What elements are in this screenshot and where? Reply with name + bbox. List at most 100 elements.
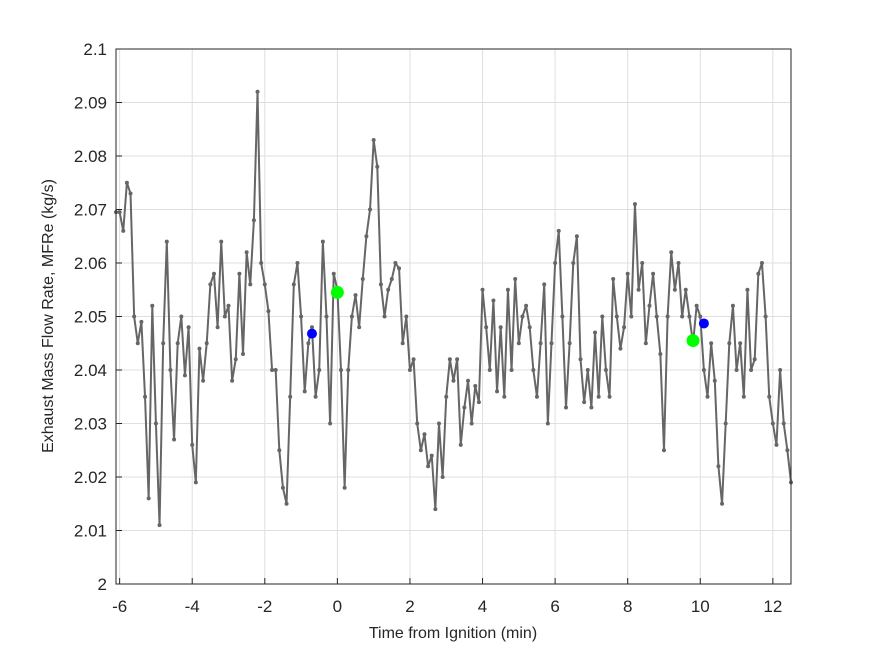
data-point	[473, 384, 478, 389]
data-point	[241, 351, 246, 356]
data-point	[574, 234, 579, 239]
data-point	[589, 405, 594, 410]
data-point	[418, 448, 423, 453]
data-point	[564, 405, 568, 410]
data-point	[128, 191, 133, 196]
data-point	[262, 282, 267, 287]
data-point	[527, 325, 532, 330]
data-point	[164, 239, 169, 244]
data-point	[593, 330, 598, 335]
data-point	[596, 394, 601, 399]
data-point	[360, 277, 365, 282]
x-tick-label: 2	[405, 597, 414, 616]
data-point	[476, 400, 481, 405]
data-point	[730, 303, 735, 308]
data-point	[230, 378, 235, 383]
data-point	[636, 287, 641, 292]
data-point	[175, 341, 180, 346]
data-point	[255, 89, 260, 94]
data-point	[727, 341, 732, 346]
data-point	[752, 357, 757, 362]
data-point	[121, 228, 126, 233]
data-point	[157, 523, 162, 528]
data-point	[190, 442, 195, 447]
data-point	[277, 448, 282, 453]
data-point	[451, 378, 456, 383]
data-point	[709, 341, 714, 346]
data-point	[248, 282, 253, 287]
data-point	[382, 314, 387, 319]
x-tick-label: 6	[550, 597, 559, 616]
data-point	[785, 448, 790, 453]
data-point	[774, 442, 779, 447]
data-point	[197, 346, 202, 351]
data-point	[759, 261, 764, 265]
data-point	[357, 325, 362, 330]
data-point	[647, 303, 652, 308]
data-point	[266, 309, 271, 314]
data-point	[407, 368, 412, 372]
data-point	[560, 314, 565, 319]
data-point	[433, 507, 438, 512]
data-point	[139, 319, 144, 324]
data-point	[317, 368, 322, 372]
data-point	[313, 394, 318, 399]
data-point	[331, 271, 336, 276]
data-point	[222, 314, 227, 319]
data-point	[193, 480, 198, 485]
data-point	[462, 405, 467, 410]
data-point	[422, 432, 427, 437]
data-point	[299, 314, 304, 319]
data-point	[571, 261, 576, 265]
data-point	[669, 250, 674, 255]
y-tick-label: 2.02	[74, 468, 107, 487]
data-point	[603, 368, 608, 372]
data-point	[215, 325, 220, 330]
data-point	[447, 357, 452, 362]
data-point	[661, 448, 666, 453]
data-point	[632, 202, 637, 207]
data-point	[672, 287, 677, 292]
data-point	[745, 287, 750, 292]
data-point	[161, 341, 166, 346]
data-point	[153, 421, 158, 426]
data-point	[244, 250, 249, 255]
data-point	[280, 485, 285, 490]
data-point	[371, 137, 376, 142]
y-tick-label: 2.01	[74, 522, 107, 541]
data-point	[716, 464, 721, 469]
y-tick-label: 2.04	[74, 361, 107, 380]
x-tick-label: 4	[478, 597, 487, 616]
data-point	[701, 368, 706, 372]
data-point	[132, 314, 137, 319]
data-point	[466, 378, 471, 383]
data-point	[237, 271, 242, 276]
data-point	[201, 378, 206, 383]
data-point	[498, 325, 503, 330]
x-tick-label: -2	[257, 597, 272, 616]
data-point	[386, 287, 391, 292]
data-point	[538, 341, 543, 346]
data-point	[273, 368, 278, 372]
data-point	[393, 261, 398, 265]
data-point	[654, 314, 659, 319]
data-point	[143, 394, 148, 399]
data-point	[509, 368, 514, 372]
data-point	[611, 277, 616, 282]
data-point	[306, 341, 311, 346]
data-point	[124, 180, 129, 185]
data-point	[651, 271, 656, 276]
x-tick-label: 0	[333, 597, 342, 616]
marker-point	[686, 334, 700, 348]
x-axis-label: Time from Ignition (min)	[369, 625, 537, 642]
data-point	[404, 314, 409, 319]
data-point	[600, 314, 605, 319]
data-point	[309, 325, 314, 330]
data-point	[524, 303, 529, 308]
y-tick-label: 2.03	[74, 415, 107, 434]
data-point	[665, 314, 670, 319]
y-tick-label: 2.08	[74, 147, 107, 166]
data-point	[545, 421, 550, 426]
data-point	[767, 394, 772, 399]
